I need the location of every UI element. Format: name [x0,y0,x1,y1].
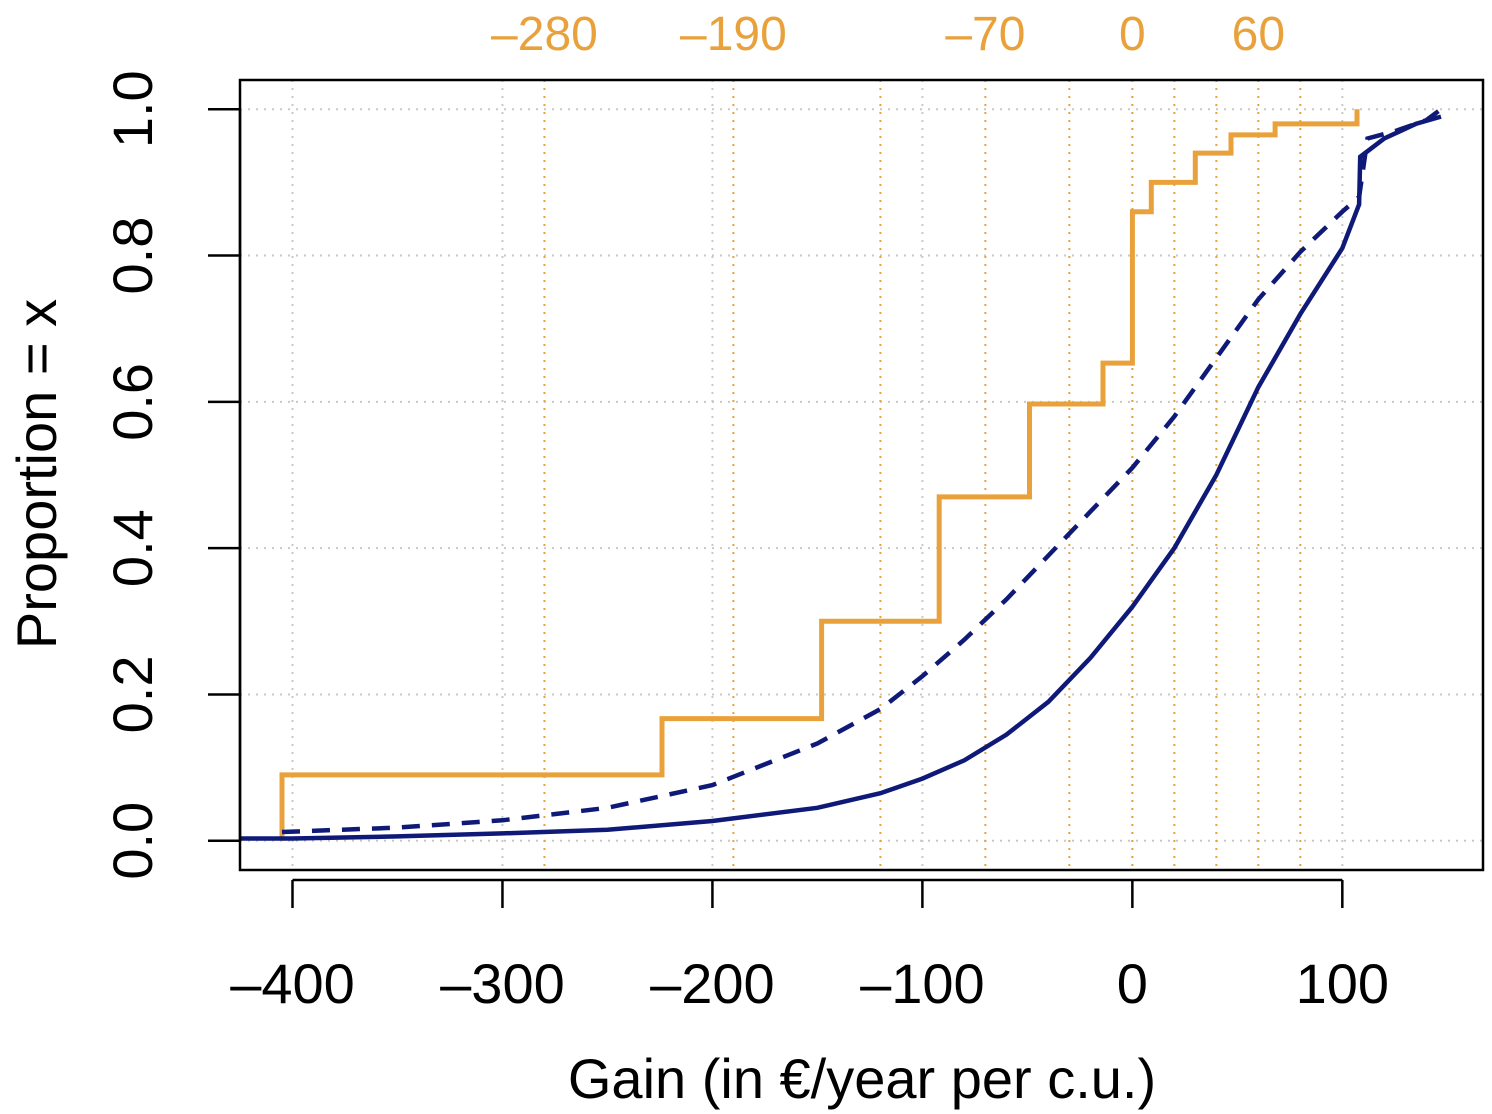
navy-dashed-series [281,107,1443,835]
orange-step-series [279,109,1360,841]
x-tick-label: –100 [860,952,985,1015]
y-tick-label: 0.2 [101,656,164,734]
reference-label: –280 [491,8,598,61]
y-tick-label: 0.0 [101,802,164,880]
navy-solid-series [240,114,1442,841]
reference-label: 60 [1232,8,1285,61]
y-tick-label: 0.4 [101,509,164,587]
y-tick-label: 0.6 [101,363,164,441]
y-tick-label: 0.8 [101,217,164,295]
x-tick-label: –200 [650,952,775,1015]
x-axis-title: Gain (in €/year per c.u.) [568,1047,1156,1110]
reference-label: –70 [945,8,1025,61]
series-group [240,107,1443,841]
reference-label: –190 [680,8,787,61]
x-axis: –400 –300 –200 –100 0 100 [230,878,1389,1015]
y-tick-label: 1.0 [101,70,164,148]
x-tick-label: –400 [230,952,355,1015]
y-axis: 0.0 0.2 0.4 0.6 0.8 1.0 [101,70,242,880]
y-axis-title: Proportion = x [5,299,68,649]
reference-label: 0 [1119,8,1146,61]
top-reference-labels: –280 –190 –70 0 60 [491,8,1285,61]
x-tick-label: 100 [1296,952,1389,1015]
x-tick-label: 0 [1117,952,1148,1015]
x-tick-label: –300 [440,952,565,1015]
